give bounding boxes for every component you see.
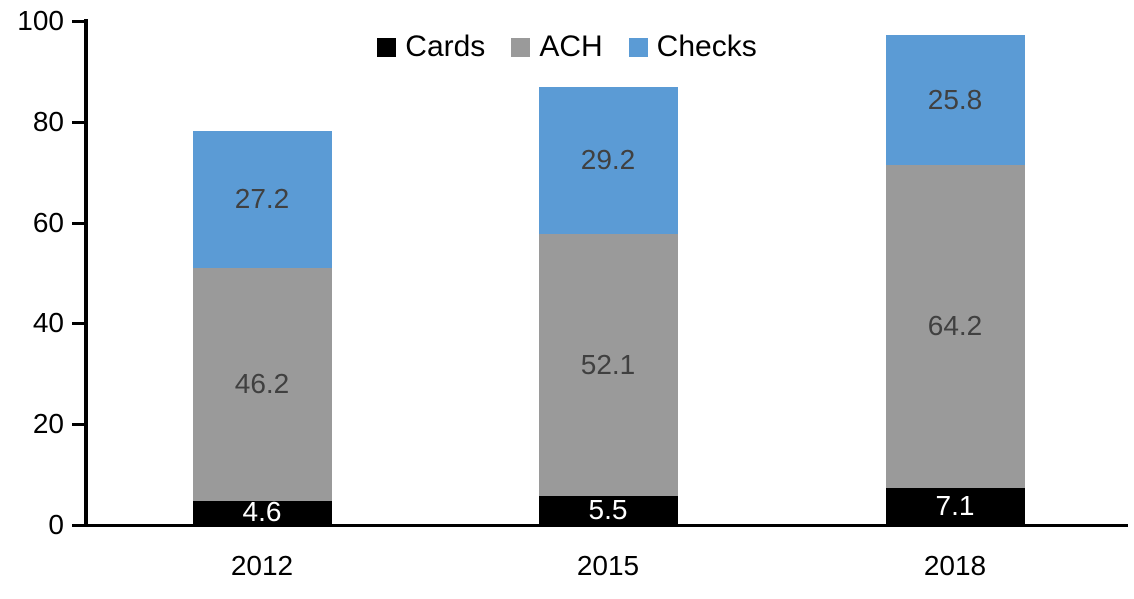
bar-segment-checks-2018: 25.8 — [885, 34, 1025, 165]
bar-segment-ach-2018: 64.2 — [885, 164, 1025, 489]
y-axis-tick-label: 20 — [32, 408, 64, 440]
y-axis-tick-label: 0 — [48, 509, 64, 540]
bar-value-label: 25.8 — [927, 83, 983, 115]
y-axis-line — [84, 19, 88, 527]
y-axis-tick — [72, 120, 84, 124]
y-axis-tick — [72, 20, 84, 23]
y-axis-tick-label: 40 — [32, 307, 64, 339]
legend-item-cards: Cards — [377, 32, 485, 62]
bar-segment-ach-2015: 52.1 — [538, 233, 678, 497]
bar-segment-checks-2012: 27.2 — [192, 130, 332, 268]
bar-value-label: 4.6 — [242, 496, 282, 528]
bar-segment-cards-2015: 5.5 — [538, 494, 678, 526]
bar-segment-cards-2012: 4.6 — [192, 496, 332, 528]
bar-value-label: 46.2 — [234, 368, 290, 400]
bar-segment-ach-2012: 46.2 — [192, 267, 332, 501]
y-axis-tick — [72, 423, 84, 427]
legend-item-checks: Checks — [628, 30, 757, 63]
chart-legend: Cards ACH Checks — [0, 32, 1134, 62]
x-axis-label-2012: 2012 — [230, 550, 294, 581]
y-axis-tick-label: 60 — [32, 206, 64, 238]
bar-value-label: 29.2 — [580, 144, 636, 176]
legend-item-ach: ACH — [511, 30, 603, 63]
bar-segment-cards-2018: 7.1 — [885, 488, 1025, 524]
y-axis-tick — [72, 322, 84, 326]
y-axis-tick — [72, 524, 84, 527]
bar-value-label: 7.1 — [935, 490, 975, 522]
legend-label: Checks — [656, 30, 757, 63]
x-axis-label-2015: 2015 — [576, 550, 640, 581]
legend-swatch-cards — [377, 37, 397, 57]
bar-value-label: 5.5 — [588, 494, 628, 526]
bar-segment-checks-2015: 29.2 — [538, 86, 678, 234]
legend-label: ACH — [539, 30, 603, 63]
y-axis-tick — [72, 221, 84, 225]
bar-value-label: 27.2 — [234, 183, 290, 215]
bar-value-label: 64.2 — [927, 310, 983, 342]
legend-swatch-checks — [628, 37, 648, 57]
x-axis-label-2018: 2018 — [923, 550, 987, 581]
x-axis-line — [84, 524, 1128, 527]
y-axis-tick-label: 100 — [17, 5, 64, 36]
y-axis-tick-label: 80 — [32, 105, 64, 137]
legend-swatch-ach — [511, 37, 531, 57]
bar-value-label: 52.1 — [580, 348, 636, 380]
legend-label: Cards — [405, 30, 486, 63]
